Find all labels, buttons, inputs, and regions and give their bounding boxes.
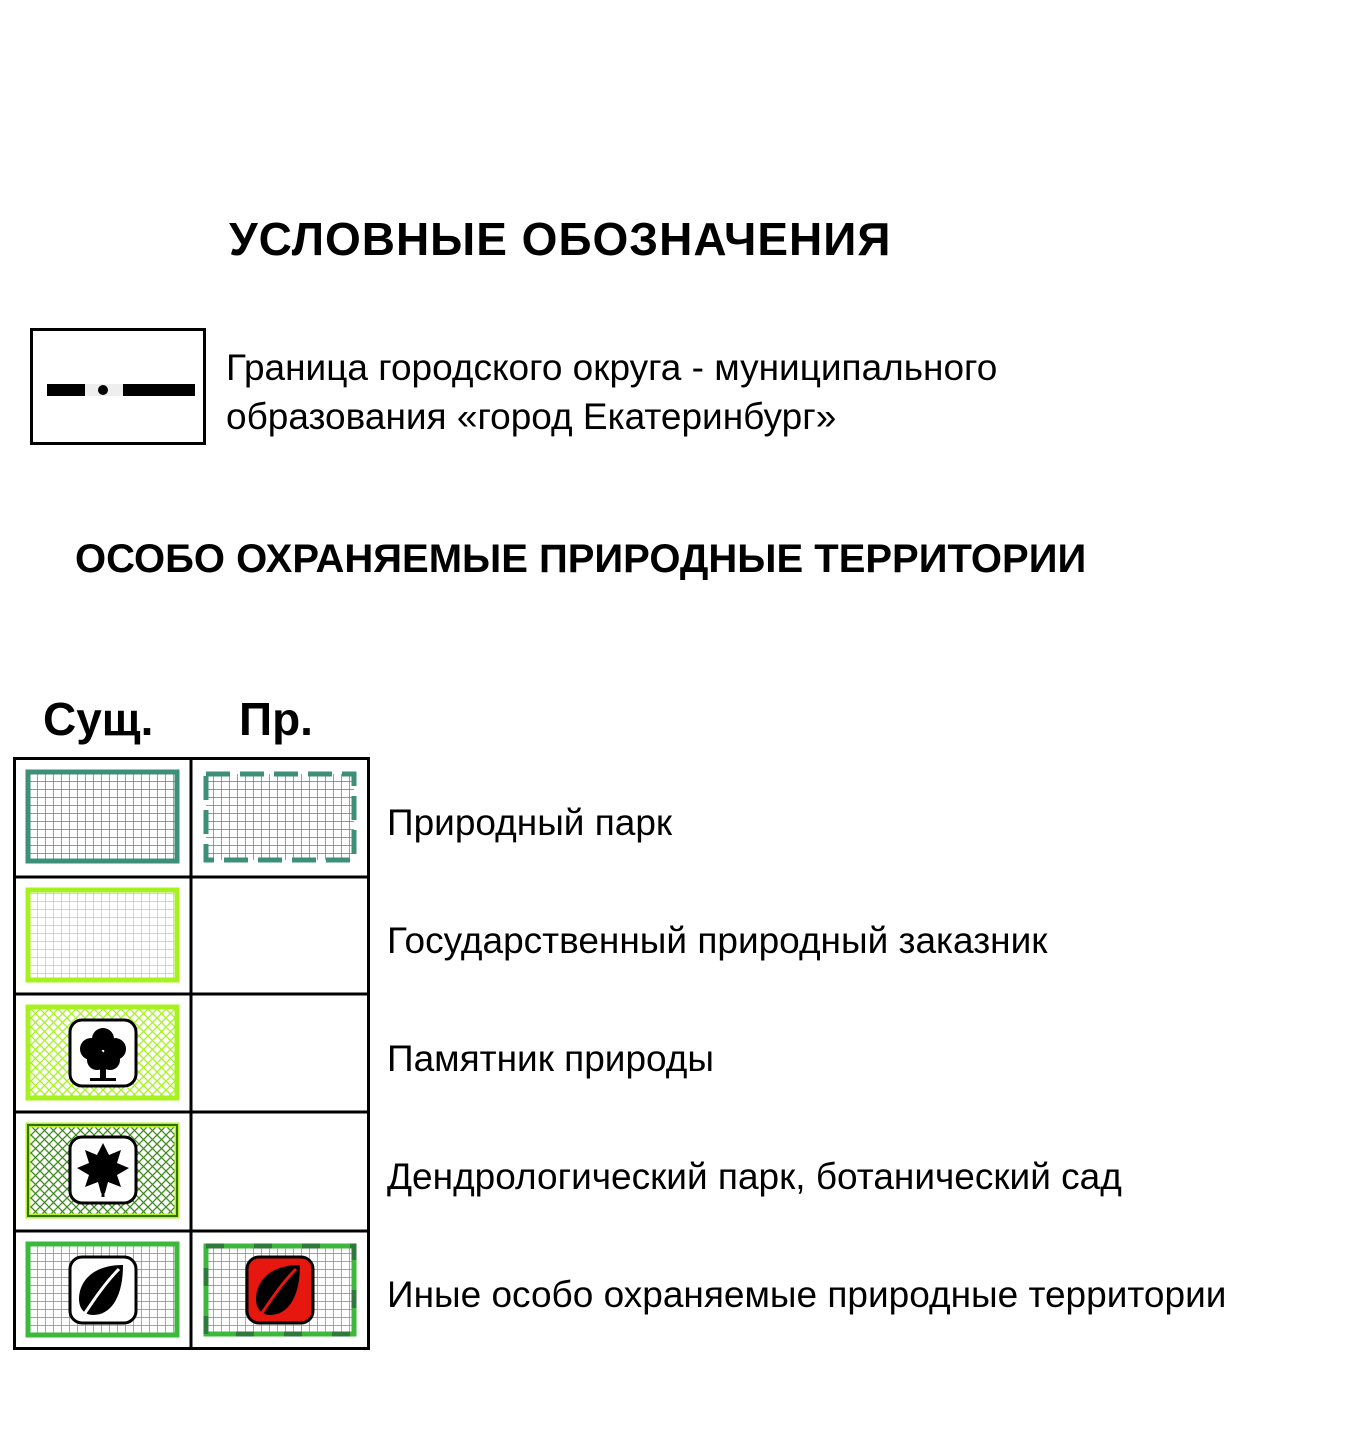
grid-teal-dashed-icon — [203, 771, 357, 863]
leaf-icon — [79, 1265, 123, 1320]
legend-label-natural-park: Природный парк — [387, 802, 673, 843]
legend-label-botanical-garden: Дендрологический парк, ботанический сад — [387, 1156, 1122, 1197]
section-title: ОСОБО ОХРАНЯЕМЫЕ ПРИРОДНЫЕ ТЕРРИТОРИИ — [75, 537, 1087, 581]
crosshatch-lime-tree-icon — [25, 1004, 180, 1101]
grid-green-dashed-red-leaf-icon — [203, 1243, 357, 1337]
legend-label-state-reserve: Государственный природный заказник — [387, 920, 1048, 961]
column-header-existing: Сущ. — [43, 693, 154, 745]
crosshatch-green-maple-leaf-icon — [25, 1122, 180, 1219]
legend-label-other-protected: Иные особо охраняемые природные территор… — [387, 1274, 1227, 1315]
legend-symbol-table — [13, 757, 370, 1350]
grid-teal-solid-icon — [25, 769, 180, 864]
boundary-symbol — [30, 328, 206, 445]
boundary-line-2: образования «город Екатеринбург» — [226, 396, 837, 437]
column-header-planned: Пр. — [239, 693, 313, 745]
grid-lime-solid-icon — [25, 887, 180, 983]
maple-leaf-icon — [77, 1143, 129, 1197]
grid-green-leaf-icon — [25, 1241, 180, 1338]
legend-label-natural-monument: Памятник природы — [387, 1038, 714, 1079]
leaf-icon — [256, 1265, 300, 1320]
dash-dot-boundary-line-icon — [47, 384, 195, 396]
tree-icon — [80, 1028, 126, 1081]
legend-title: УСЛОВНЫЕ ОБОЗНАЧЕНИЯ — [229, 213, 892, 265]
boundary-description: Граница городского округа - муниципально… — [226, 343, 997, 441]
boundary-line-1: Граница городского округа - муниципально… — [226, 347, 998, 388]
